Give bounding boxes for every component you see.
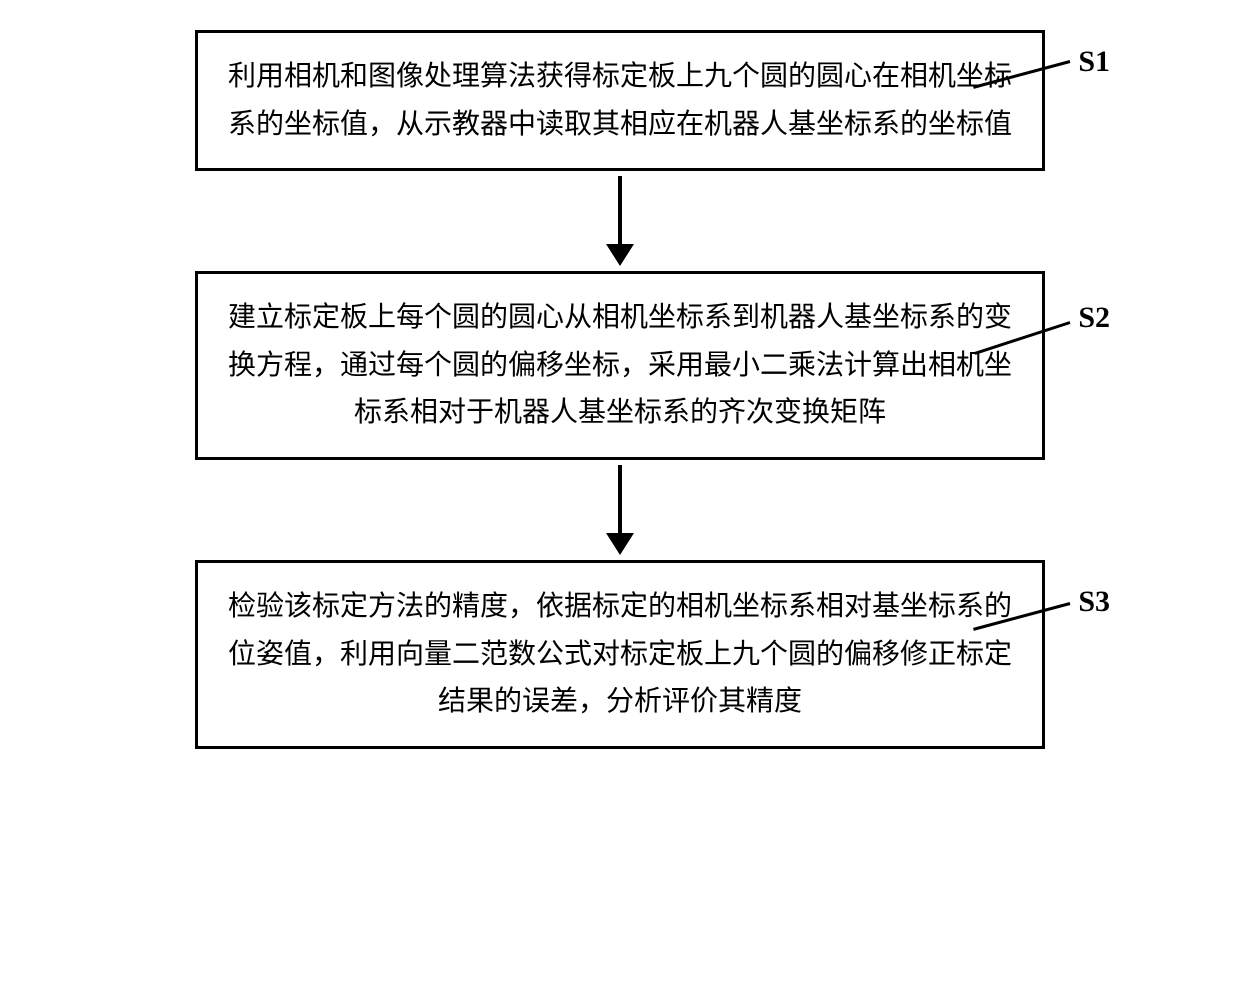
arrow-1 xyxy=(606,171,634,271)
step-row-1: 利用相机和图像处理算法获得标定板上九个圆的圆心在相机坐标系的坐标值，从示教器中读… xyxy=(30,30,1210,171)
step-label-s3: S3 xyxy=(1078,585,1110,619)
step-box-s1: 利用相机和图像处理算法获得标定板上九个圆的圆心在相机坐标系的坐标值，从示教器中读… xyxy=(195,30,1045,171)
arrow-2 xyxy=(606,460,634,560)
step-text-s3: 检验该标定方法的精度，依据标定的相机坐标系相对基坐标系的位姿值，利用向量二范数公… xyxy=(228,591,1012,717)
arrow-head-icon-1 xyxy=(606,244,634,266)
flowchart-container: 利用相机和图像处理算法获得标定板上九个圆的圆心在相机坐标系的坐标值，从示教器中读… xyxy=(30,30,1210,749)
step-text-s2: 建立标定板上每个圆的圆心从相机坐标系到机器人基坐标系的变换方程，通过每个圆的偏移… xyxy=(228,302,1012,428)
step-label-s1: S1 xyxy=(1078,45,1110,79)
arrow-line-2 xyxy=(618,465,622,535)
step-label-s2: S2 xyxy=(1078,301,1110,335)
arrow-head-icon-2 xyxy=(606,533,634,555)
arrow-line-1 xyxy=(618,176,622,246)
step-row-3: 检验该标定方法的精度，依据标定的相机坐标系相对基坐标系的位姿值，利用向量二范数公… xyxy=(30,560,1210,749)
step-box-s2: 建立标定板上每个圆的圆心从相机坐标系到机器人基坐标系的变换方程，通过每个圆的偏移… xyxy=(195,271,1045,460)
step-box-s3: 检验该标定方法的精度，依据标定的相机坐标系相对基坐标系的位姿值，利用向量二范数公… xyxy=(195,560,1045,749)
step-row-2: 建立标定板上每个圆的圆心从相机坐标系到机器人基坐标系的变换方程，通过每个圆的偏移… xyxy=(30,271,1210,460)
step-text-s1: 利用相机和图像处理算法获得标定板上九个圆的圆心在相机坐标系的坐标值，从示教器中读… xyxy=(228,61,1012,140)
